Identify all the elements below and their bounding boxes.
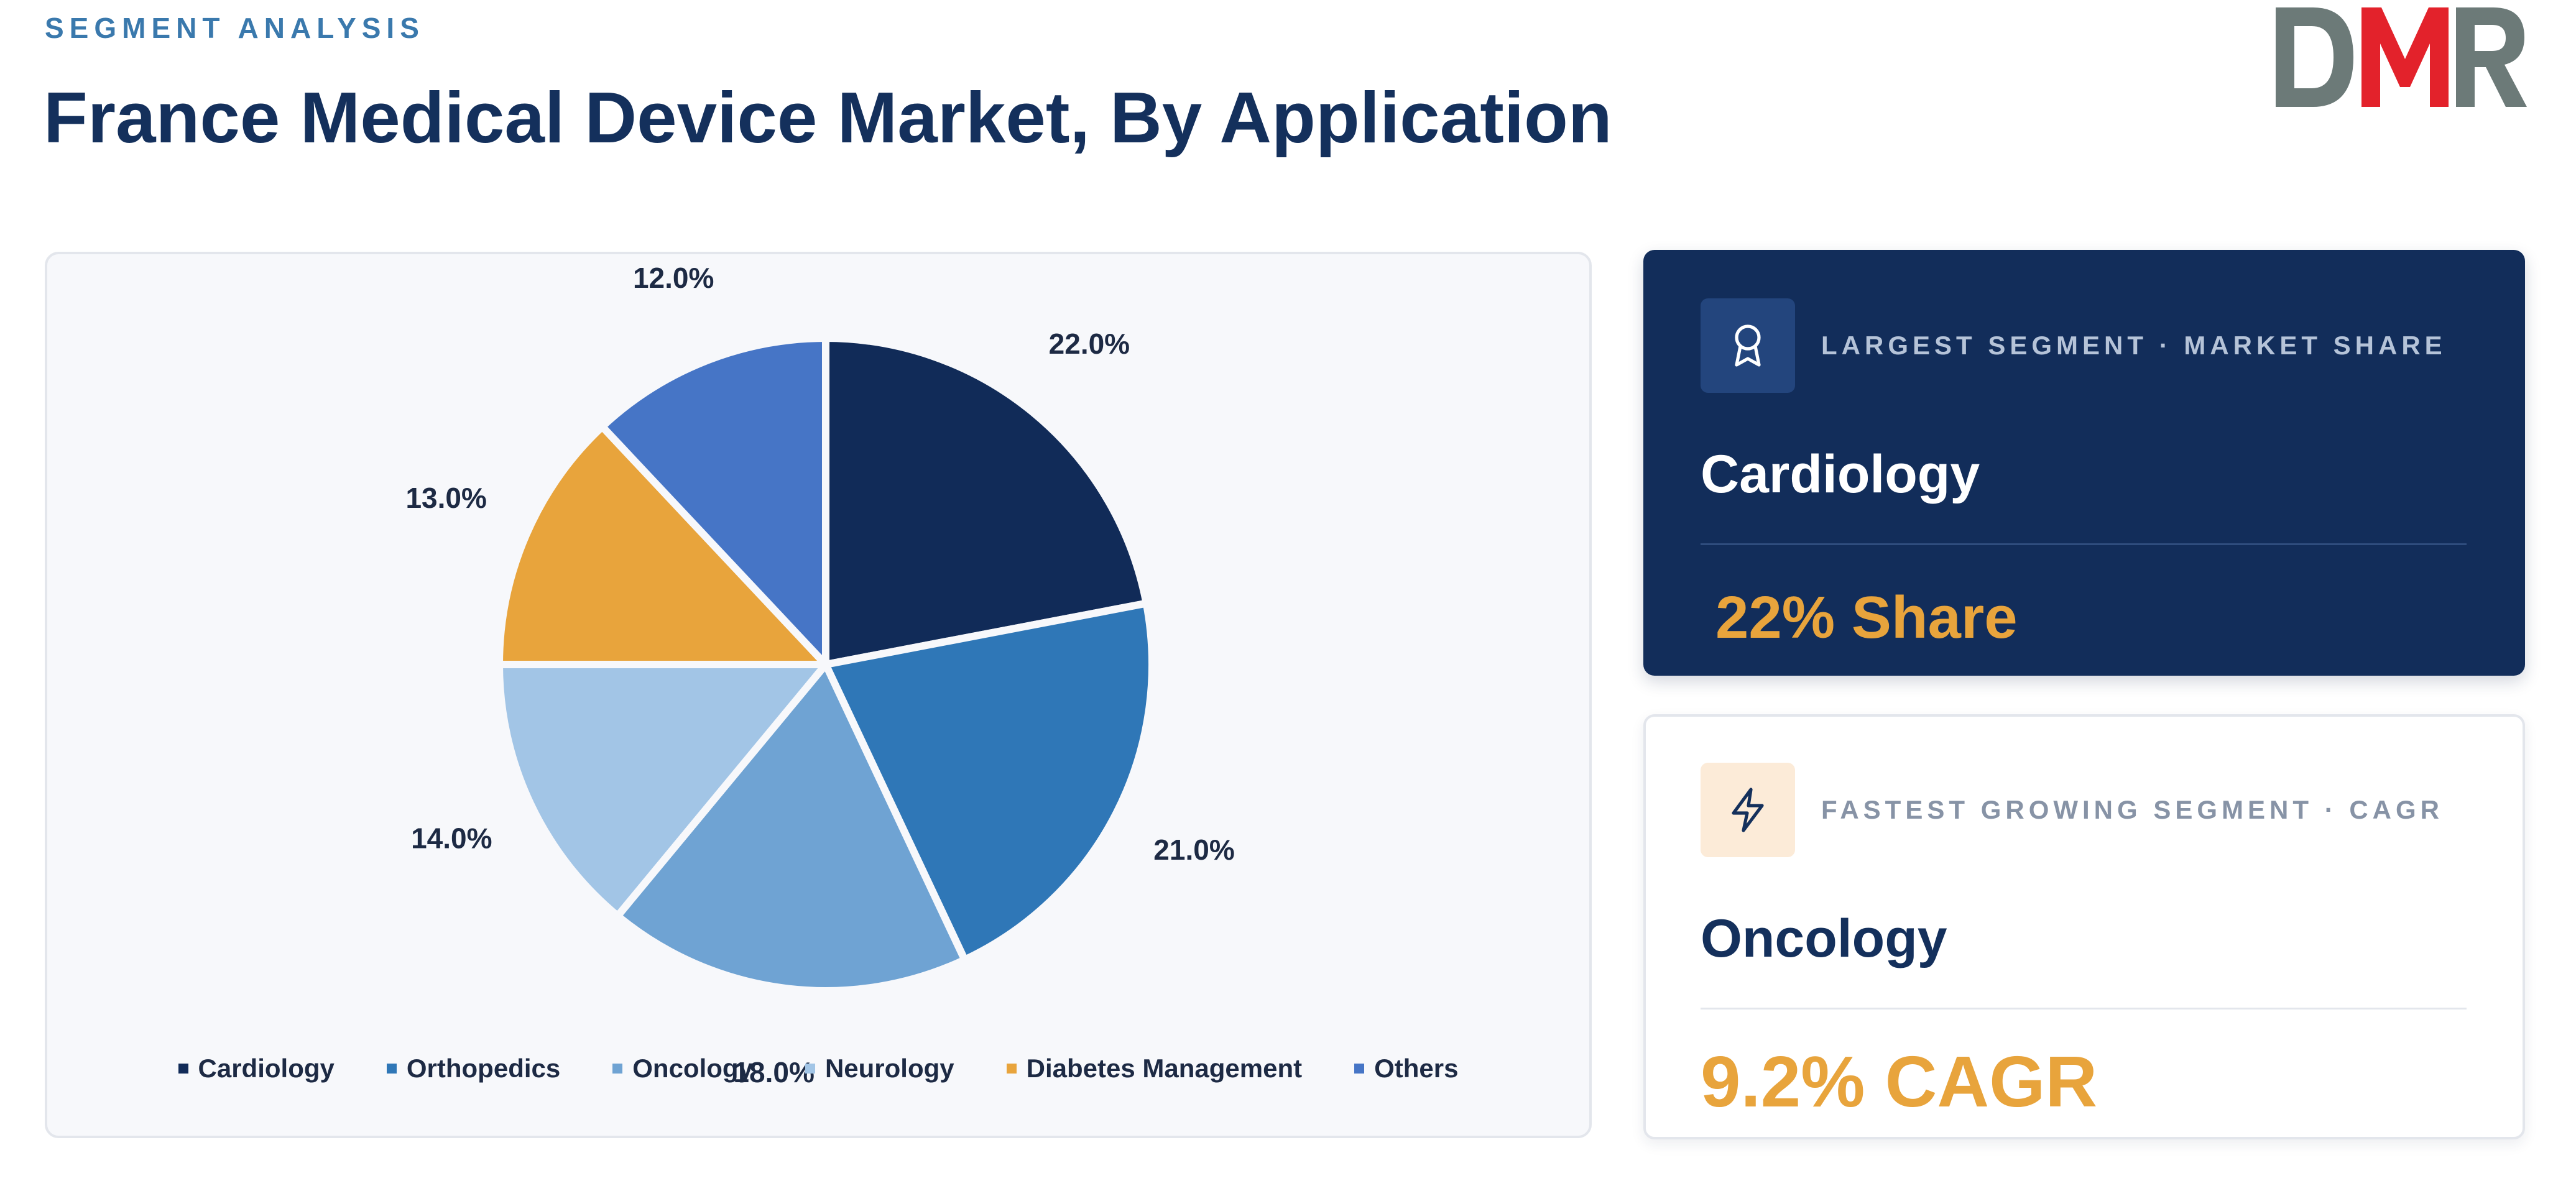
pie-chart: 22.0% 21.0% 18.0% 14.0% 13.0% 12.0% xyxy=(405,262,1234,1088)
chart-legend: Cardiology Orthopedics Oncology Neurology Di… xyxy=(47,1054,1589,1083)
legend-item-oncology: Oncology xyxy=(612,1054,753,1083)
pie-slice-orthopedics xyxy=(822,599,1156,964)
slice-label-neurology: 14.0% xyxy=(411,822,492,854)
largest-segment-name: Cardiology xyxy=(1701,444,1980,504)
legend-item-orthopedics: Orthopedics xyxy=(386,1054,561,1083)
legend-label: Oncology xyxy=(632,1054,753,1083)
fastest-segment-metric: 9.2% CAGR xyxy=(1701,1041,2098,1122)
legend-item-cardiology: Cardiology xyxy=(178,1054,335,1083)
pie-slice-cardiology xyxy=(822,334,1150,668)
largest-segment-metric: 22% Share xyxy=(1715,584,2018,651)
award-icon-box xyxy=(1701,298,1795,393)
fastest-segment-name: Oncology xyxy=(1701,909,1947,968)
chart-card: 22.0% 21.0% 18.0% 14.0% 13.0% 12.0% Cardiolog… xyxy=(45,252,1592,1138)
dmr-logo xyxy=(2276,7,2527,107)
fastest-segment-kicker: FASTEST GROWING SEGMENT · CAGR xyxy=(1821,795,2444,824)
legend-swatch xyxy=(178,1064,188,1074)
pie-slice-others xyxy=(598,334,829,668)
slice-label-cardiology: 22.0% xyxy=(1049,328,1130,360)
lightning-icon-box xyxy=(1701,763,1795,857)
legend-label: Diabetes Management xyxy=(1026,1054,1303,1083)
legend-label: Others xyxy=(1374,1054,1459,1083)
legend-swatch xyxy=(612,1064,623,1074)
slice-label-diabetes-management: 13.0% xyxy=(405,482,486,514)
pie-slice-neurology xyxy=(496,661,829,920)
slice-label-orthopedics: 21.0% xyxy=(1153,834,1234,866)
largest-segment-kicker: LARGEST SEGMENT · MARKET SHARE xyxy=(1821,331,2447,360)
legend-label: Orthopedics xyxy=(406,1054,561,1083)
page-title: France Medical Device Market, By Applica… xyxy=(44,77,1612,158)
lightning-icon xyxy=(1732,788,1764,832)
largest-segment-card: LARGEST SEGMENT · MARKET SHARE Cardiolog… xyxy=(1643,250,2525,676)
award-icon xyxy=(1735,324,1761,367)
legend-swatch xyxy=(805,1064,815,1074)
legend-swatch xyxy=(386,1064,397,1074)
legend-item-others: Others xyxy=(1354,1054,1458,1083)
legend-item-diabetes-management: Diabetes Management xyxy=(1006,1054,1303,1083)
legend-label: Neurology xyxy=(824,1054,954,1083)
legend-swatch xyxy=(1354,1064,1365,1074)
pie-slice-diabetes-management xyxy=(496,423,829,668)
section-eyebrow: SEGMENT ANALYSIS xyxy=(45,12,425,44)
slice-label-oncology: 18.0% xyxy=(733,1056,814,1088)
fastest-segment-card: FASTEST GROWING SEGMENT · CAGR Oncology … xyxy=(1643,714,2525,1139)
pie-slice-oncology xyxy=(614,661,969,995)
legend-swatch xyxy=(1006,1064,1017,1074)
divider xyxy=(1701,1008,2467,1009)
slice-label-others: 12.0% xyxy=(633,262,714,294)
divider xyxy=(1701,543,2467,545)
legend-label: Cardiology xyxy=(198,1054,335,1083)
legend-item-neurology: Neurology xyxy=(805,1054,954,1083)
